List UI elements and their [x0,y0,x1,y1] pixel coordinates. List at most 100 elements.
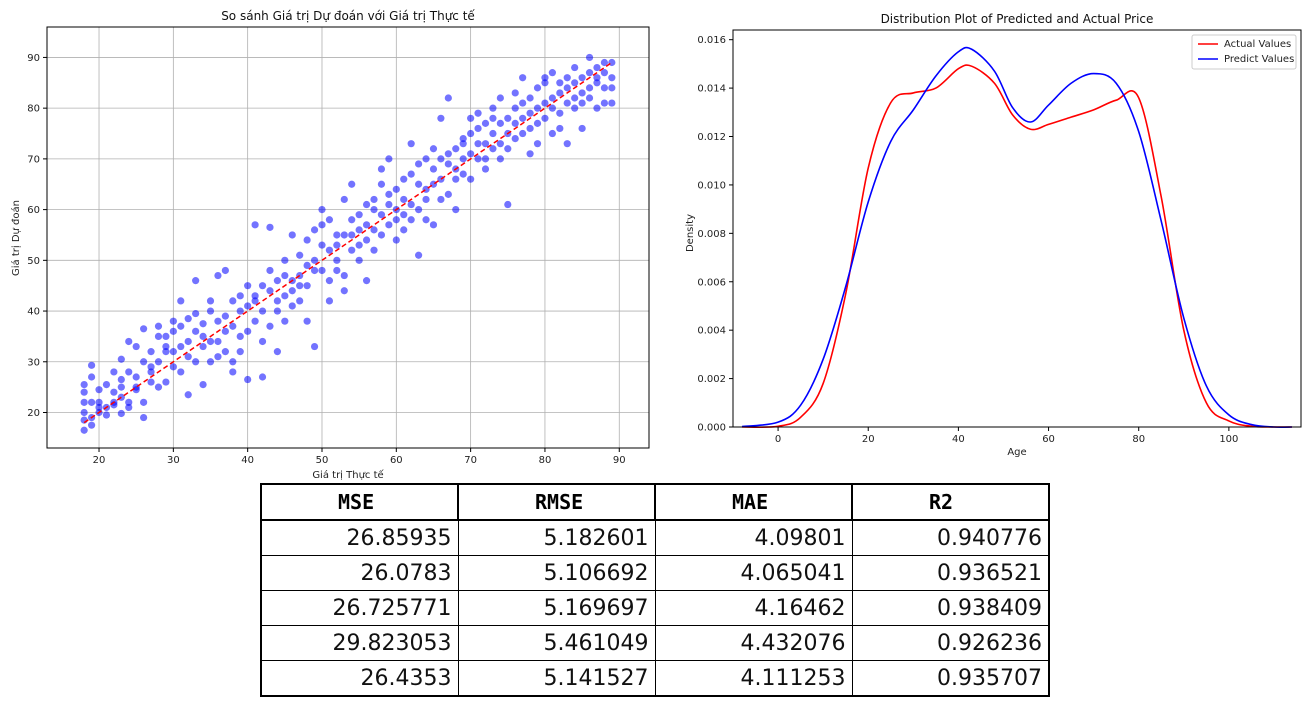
scatter-point [422,195,430,204]
table-cell: 4.16462 [654,590,853,626]
scatter-title: So sánh Giá trị Dự đoán với Giá trị Thực… [221,9,475,23]
scatter-point [251,297,259,305]
scatter-point [407,170,415,178]
table-cell: 5.106692 [457,555,656,591]
scatter-point [281,317,289,325]
scatter-point [429,165,438,173]
scatter-point [318,241,326,249]
scatter-point [80,408,88,417]
scatter-point [169,363,177,371]
scatter-point [87,373,96,381]
table-row: 26.85935 5.182601 4.09801 0.940776 [260,519,1050,556]
table-cell: 26.0783 [260,555,459,591]
scatter-point [585,53,594,62]
x-tick-label: 40 [241,455,254,466]
scatter-point [444,190,452,198]
y-tick-label: 70 [27,154,40,165]
scatter-point [102,411,111,419]
legend-label: Actual Values [1224,39,1291,50]
scatter-point [206,297,215,305]
scatter-point [318,266,326,275]
table-cell: 5.141527 [457,660,656,697]
scatter-point [102,380,111,389]
table-cell: 0.936521 [851,555,1050,591]
scatter-point [556,89,564,97]
scatter-point [281,256,289,264]
scatter-point [177,322,185,330]
scatter-point [110,368,118,376]
scatter-point [244,327,252,335]
scatter-point [422,216,430,224]
scatter-ylabel: Giá trị Dự đoán [10,200,22,276]
scatter-point [377,165,386,173]
x-tick-label: 80 [539,455,552,466]
scatter-point [184,337,192,346]
scatter-point [444,160,452,168]
column-header-mae: MAE [654,483,853,521]
scatter-point [318,206,326,214]
x-tick-label: 40 [952,434,965,445]
scatter-point [177,342,185,351]
legend: Actual Values Predict Values [1191,34,1297,70]
scatter-point [273,297,281,305]
scatter-point [474,124,482,133]
scatter-point [504,145,512,153]
scatter-point [87,421,96,429]
table-row: 26.0783 5.106692 4.065041 0.936521 [260,555,1050,591]
column-header-mse: MSE [260,483,459,521]
scatter-point [184,315,192,323]
y-tick-label: 80 [27,104,40,115]
scatter-point [504,200,512,209]
scatter-point [600,99,609,107]
scatter-point [288,302,296,310]
scatter-point [273,348,281,356]
scatter-point [533,104,542,112]
scatter-point [511,89,519,97]
scatter-point [585,69,594,77]
table-cell: 0.938409 [851,590,1050,626]
y-tick-label: 0.008 [697,229,726,240]
table-cell: 4.111253 [654,660,853,697]
scatter-point [496,140,504,148]
scatter-point [452,145,460,153]
x-tick-label: 60 [1042,434,1055,445]
scatter-point [140,325,148,333]
scatter-point [140,358,148,366]
scatter-point [377,211,386,219]
scatter-point [147,368,155,376]
scatter-point [273,277,281,285]
scatter-point [556,109,564,117]
scatter-point [496,155,504,163]
scatter-point [370,246,378,254]
metrics-table: MSE RMSE MAE R2 26.85935 5.182601 4.0980… [260,483,1050,697]
scatter-point [415,180,423,188]
scatter-point [519,114,527,122]
scatter-point [169,348,177,356]
scatter-point [199,342,207,351]
scatter-point [563,140,571,148]
table-cell: 26.85935 [260,519,459,556]
scatter-point [206,307,215,315]
series-line-predict-values [741,46,1292,428]
scatter-point [415,206,423,214]
scatter-point [325,297,334,305]
scatter-point [556,79,564,87]
scatter-point [362,221,371,229]
scatter-point [407,200,415,209]
scatter-point [533,140,542,148]
scatter-point [177,297,185,305]
scatter-point [407,140,415,148]
x-tick-label: 20 [862,434,875,445]
scatter-point [444,94,452,102]
y-tick-label: 20 [27,408,40,419]
scatter-point [117,375,125,384]
scatter-point [608,99,616,107]
scatter-point [244,302,252,310]
scatter-point [437,195,445,204]
scatter-point [117,409,125,418]
table-cell: 4.09801 [654,519,853,556]
scatter-point [169,317,177,325]
scatter-point [362,236,371,244]
scatter-point [221,348,229,356]
scatter-point [132,373,140,381]
